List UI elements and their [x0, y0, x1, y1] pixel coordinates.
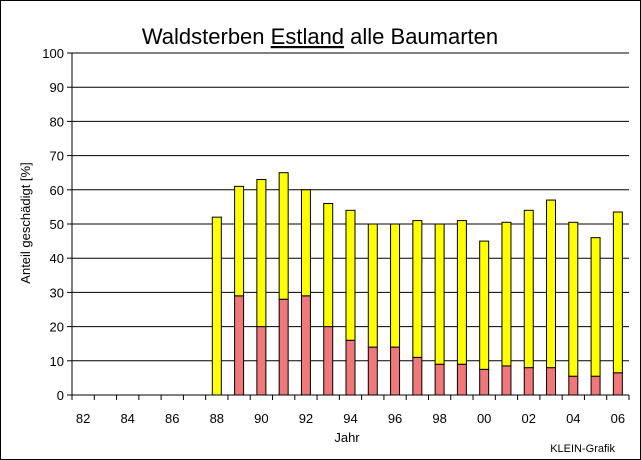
bar-segment-02-s1: [523, 367, 534, 396]
bar-segment-01-s1: [501, 365, 512, 396]
y-tick-label: 90: [50, 80, 64, 95]
x-tick-label: 82: [76, 411, 90, 426]
bar-segment-96-s2: [390, 223, 401, 348]
bar-segment-90-s2: [256, 179, 267, 328]
bars: [211, 172, 623, 396]
y-tick-label: 100: [42, 46, 64, 61]
bar-segment-98-s1: [434, 363, 445, 396]
y-tick-label: 10: [50, 354, 64, 369]
x-tick-label: 96: [388, 411, 402, 426]
bar-segment-06-s2: [612, 211, 623, 374]
x-tick-label: 86: [165, 411, 179, 426]
axes: [67, 52, 630, 400]
bar-segment-96-s1: [390, 346, 401, 396]
x-tick-label: 88: [210, 411, 224, 426]
credit-label: KLEIN-Grafik: [550, 443, 615, 455]
y-tick-label: 60: [50, 183, 64, 198]
bar-segment-94-s1: [345, 339, 356, 396]
y-tick-label: 30: [50, 285, 64, 300]
bar-segment-03-s2: [546, 199, 557, 369]
bar-segment-97-s2: [412, 220, 423, 358]
bar-segment-89-s1: [234, 295, 245, 396]
bar-segment-03-s1: [546, 367, 557, 396]
bar-segment-99-s2: [456, 220, 467, 365]
x-tick-label: 90: [254, 411, 268, 426]
bar-segment-05-s2: [590, 237, 601, 377]
bar-segment-98-s2: [434, 223, 445, 365]
bar-segment-91-s2: [278, 172, 289, 300]
title-part-3: alle Baumarten: [344, 24, 498, 49]
x-tick-label: 06: [611, 411, 625, 426]
y-tick-label: 40: [50, 251, 64, 266]
bar-segment-90-s1: [256, 326, 267, 396]
x-tick-label: 98: [432, 411, 446, 426]
x-tick-label: 94: [343, 411, 357, 426]
bar-segment-95-s2: [367, 223, 378, 348]
x-tick-label: 92: [299, 411, 313, 426]
bar-segment-93-s2: [323, 202, 334, 328]
bar-segment-95-s1: [367, 346, 378, 396]
y-tick-label: 80: [50, 114, 64, 129]
bar-segment-04-s1: [568, 375, 579, 396]
bar-segment-94-s2: [345, 209, 356, 341]
bar-segment-00-s2: [479, 240, 490, 370]
chart-title: Waldsterben Estland alle Baumarten: [142, 24, 498, 49]
bar-segment-92-s2: [300, 189, 311, 297]
y-tick-label: 70: [50, 149, 64, 164]
y-tick-label: 50: [50, 217, 64, 232]
bar-segment-01-s2: [501, 221, 512, 367]
x-tick-label: 84: [120, 411, 134, 426]
x-tick-labels: 82 84 86 88 90 92 94 96 98 00 02 04 06: [76, 411, 625, 426]
x-tick-label: 00: [477, 411, 491, 426]
bar-segment-02-s2: [523, 209, 534, 369]
bar-segment-97-s1: [412, 356, 423, 396]
x-tick-label: 02: [522, 411, 536, 426]
bar-segment-00-s1: [479, 368, 490, 396]
bar-segment-04-s2: [568, 221, 579, 377]
y-tick-labels: 0 10 20 30 40 50 60 70 80 90 100: [42, 46, 64, 403]
bar-segment-99-s1: [456, 363, 467, 396]
bar-segment-91-s1: [278, 298, 289, 396]
y-tick-label: 0: [57, 388, 64, 403]
bar-segment-06-s1: [612, 372, 623, 396]
bar-segment-89-s2: [234, 185, 245, 297]
y-tick-label: 20: [50, 320, 64, 335]
bar-segment-05-s1: [590, 375, 601, 396]
title-part-2: Estland: [271, 24, 344, 49]
bar-segment-93-s1: [323, 326, 334, 396]
title-part-1: Waldsterben: [142, 24, 271, 49]
y-axis-label: Anteil geschädigt [%]: [18, 162, 33, 283]
x-axis-label: Jahr: [334, 430, 360, 445]
bar-segment-92-s1: [300, 295, 311, 396]
x-tick-label: 04: [566, 411, 580, 426]
bar-segment-88-s2: [211, 216, 222, 396]
